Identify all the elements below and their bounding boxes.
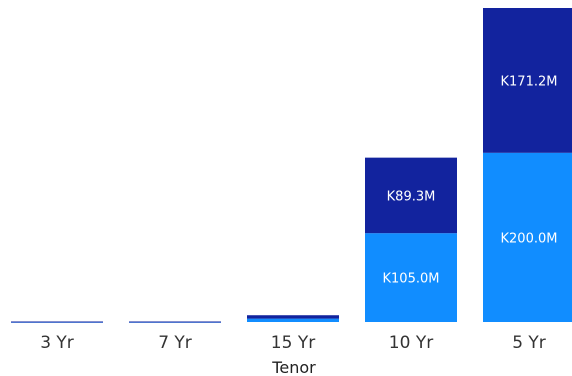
data-label: K89.3M [387, 189, 436, 204]
bar-5-yr-series-1 [483, 152, 572, 322]
bar-15-yr-series-2 [247, 315, 339, 319]
bar-10-yr-series-2 [365, 157, 457, 234]
data-label: K171.2M [501, 74, 558, 89]
x-tick-label: 7 Yr [158, 333, 192, 353]
bar-15-yr-series-1 [247, 318, 339, 322]
x-tick-label: 5 Yr [512, 333, 546, 353]
bars-layer: K105.0M K89.3M K200.0M K171.2M [11, 8, 572, 323]
x-axis-ticks: 3 Yr 7 Yr 15 Yr 10 Yr 5 Yr [40, 333, 546, 353]
bar-7-yr-series-2 [129, 321, 221, 323]
bar-3-yr-series-2 [11, 321, 103, 323]
x-tick-label: 10 Yr [389, 333, 433, 353]
data-label: K105.0M [383, 272, 440, 287]
bar-10-yr-series-1 [365, 233, 457, 322]
x-axis-title: Tenor [271, 358, 316, 376]
bar-5-yr-series-2 [483, 8, 572, 153]
data-label: K200.0M [501, 231, 558, 246]
x-tick-label: 15 Yr [271, 333, 315, 353]
x-tick-label: 3 Yr [40, 333, 74, 353]
